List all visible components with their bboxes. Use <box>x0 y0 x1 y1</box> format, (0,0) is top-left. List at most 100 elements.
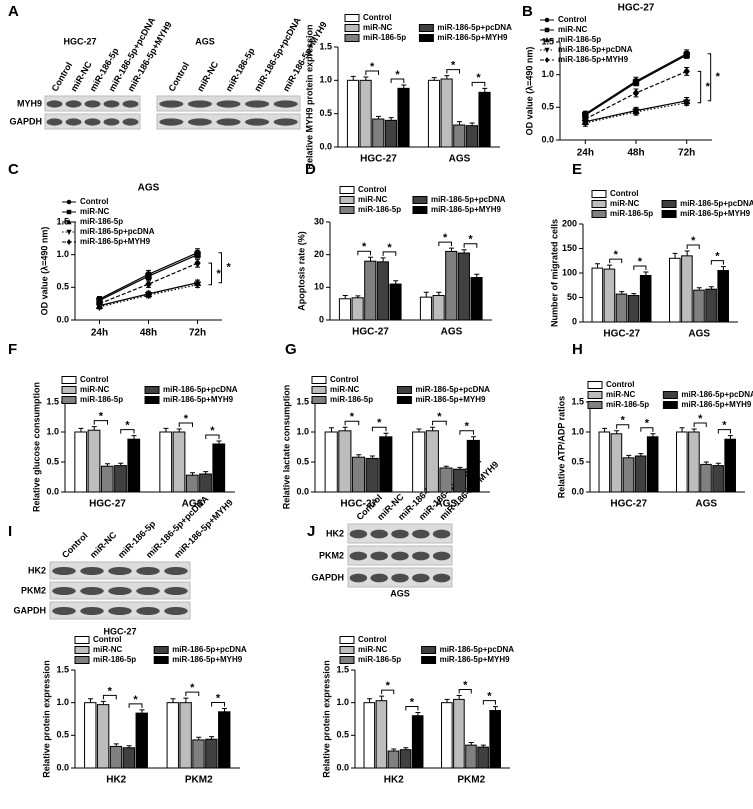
blot-band <box>52 567 76 575</box>
blot-band <box>136 567 160 575</box>
blot-band <box>80 607 104 615</box>
error-bar <box>113 743 119 747</box>
y-tick-label: 0.5 <box>319 108 332 118</box>
bar <box>397 87 410 148</box>
bar <box>375 700 388 769</box>
error-bar <box>474 273 480 278</box>
blot-band <box>52 587 76 595</box>
legend-label: miR-186-5p+MYH9 <box>681 400 752 409</box>
legend-label: miR-186-5p+MYH9 <box>680 209 751 218</box>
legend-swatch <box>61 386 77 394</box>
legend-label: miR-186-5p <box>330 395 373 404</box>
sig-label: * <box>350 411 355 423</box>
y-axis-label: OD value (λ=490 nm) <box>39 227 49 316</box>
error-bar <box>672 252 678 259</box>
bar <box>453 698 465 769</box>
sig-label: * <box>387 242 392 254</box>
y-tick-label: 0.5 <box>571 456 584 466</box>
bar <box>627 295 640 323</box>
blot-band <box>164 587 188 595</box>
bar <box>598 431 611 493</box>
legend-swatch <box>344 24 360 32</box>
error-bar <box>363 76 369 81</box>
marker <box>193 281 202 289</box>
sig-bracket <box>381 689 395 695</box>
error-bar <box>430 426 436 431</box>
error-bar <box>388 117 394 121</box>
sig-bracket <box>616 424 630 429</box>
error-bar <box>379 695 385 701</box>
x-tick-label: AGS <box>441 327 463 338</box>
error-bar <box>619 291 625 295</box>
sig-bracket <box>382 251 397 256</box>
y-tick-label: 1.5 <box>296 396 309 406</box>
error-bar <box>444 75 450 79</box>
legend-label: Control <box>358 185 386 194</box>
sig-label: * <box>465 421 470 433</box>
legend-label: miR-186-5p+MYH9 <box>163 395 234 404</box>
error-bar <box>416 428 422 432</box>
y-tick-label: 1.0 <box>541 69 554 79</box>
bar <box>489 710 501 769</box>
legend-swatch <box>591 190 607 198</box>
sig-bracket <box>609 258 623 264</box>
error-bar <box>720 266 726 271</box>
error-bar <box>328 427 334 432</box>
blot-band <box>187 118 212 126</box>
legend-label: miR-186-5p <box>358 205 401 214</box>
bar <box>717 270 729 323</box>
chart-title: HGC-27 <box>618 3 655 14</box>
lane-label: miR-186-5p <box>224 46 257 93</box>
error-bar <box>91 426 97 431</box>
error-bar <box>216 440 222 444</box>
sig-label: * <box>216 692 221 704</box>
legend-swatch <box>339 646 355 654</box>
error-bar <box>708 286 714 290</box>
row-label: HK2 <box>326 528 344 538</box>
legend-label: miR-NC <box>80 385 110 394</box>
error-bar <box>626 454 632 458</box>
sig-label: * <box>691 235 696 247</box>
blot-band <box>432 551 451 561</box>
bar <box>114 465 127 493</box>
marker <box>544 17 550 23</box>
blot-band <box>122 100 139 108</box>
x-tick-label: AGS <box>688 329 710 340</box>
y-tick-label: 0.0 <box>56 762 69 772</box>
y-tick-label: 0.5 <box>46 456 59 466</box>
blot-band <box>370 573 388 583</box>
y-axis-label: Apoptosis rate (%) <box>296 231 306 311</box>
sig-bracket <box>102 694 117 700</box>
bar <box>338 298 352 321</box>
legend-label: miR-NC <box>358 645 388 654</box>
error-bar <box>209 736 215 740</box>
sig-bracket <box>693 422 707 427</box>
legend-label: miR-186-5p <box>606 400 649 409</box>
y-tick-label: 0.5 <box>56 730 69 740</box>
panel-label: E <box>572 161 582 178</box>
blot-band <box>164 607 188 615</box>
bar <box>192 739 205 769</box>
bar <box>724 438 736 493</box>
error-bar <box>703 461 709 465</box>
bar <box>453 468 467 493</box>
bar <box>122 747 136 769</box>
bar <box>693 289 705 323</box>
legend-label: miR-186-5p+pcDNA <box>163 385 238 394</box>
error-bar <box>471 436 477 441</box>
sig-label: * <box>190 682 195 694</box>
legend-swatch <box>311 396 327 404</box>
sig-bracket <box>459 430 475 435</box>
bar <box>166 702 179 769</box>
sig-label: * <box>362 241 367 253</box>
error-bar <box>118 462 124 466</box>
legend-label: miR-NC <box>358 195 388 204</box>
error-bar <box>105 463 110 467</box>
legend-swatch <box>418 24 434 32</box>
bar <box>676 431 688 493</box>
y-axis-label: Relative glucose consumption <box>31 382 41 512</box>
bar <box>365 457 379 493</box>
bar <box>646 436 659 493</box>
error-bar <box>100 700 106 705</box>
bar <box>441 702 453 769</box>
